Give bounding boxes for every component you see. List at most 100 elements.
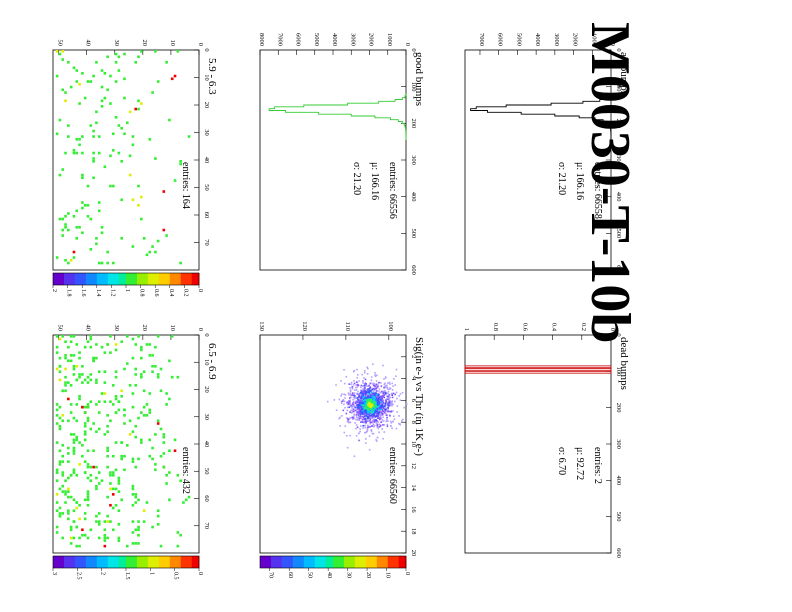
colorbar-swatch [169,556,174,568]
map-cell [89,337,93,341]
density-cell [364,416,366,419]
colorbar-swatch [82,556,87,568]
density-cell [380,408,382,411]
map-cell [55,531,59,534]
map-cell [114,375,118,379]
map-cell [95,121,98,125]
density-cell [375,388,377,391]
density-cell [364,402,366,405]
map-cell [61,512,65,515]
density-cell [388,381,391,384]
map-cell [117,408,121,412]
map-cell [179,261,182,265]
map-cell [83,411,87,414]
density-cell [362,403,365,405]
x-tick-label: 10 [203,359,210,366]
map-cell [72,438,76,442]
map-cell [61,389,65,393]
map-cell [106,414,109,417]
density-cell [391,427,393,429]
map-cell [151,370,154,374]
map-cell [86,403,90,406]
density-cell [343,403,345,406]
chart-title: dead bumps [618,337,630,390]
density-cell [382,399,385,401]
colorbar-swatch [303,556,308,568]
map-cell [117,479,121,483]
density-cell [372,384,375,387]
map-cell [176,544,180,548]
density-cell [390,404,392,407]
map-cell [58,370,62,374]
map-cell [55,367,59,371]
density-cell [367,391,370,394]
map-cell [92,151,95,155]
colorbar-tick-label: 1.2 [109,289,115,297]
density-cell [371,420,374,423]
colorbar-swatch [129,273,134,285]
x-tick-label: 10 [410,441,417,448]
density-cell [353,400,355,403]
density-cell [368,399,371,402]
map-cell [137,335,140,338]
density-cell [357,401,360,403]
density-cell [367,419,369,422]
density-cell [389,410,391,413]
density-cell [368,408,370,411]
map-cell [64,356,67,360]
density-cell [367,388,369,391]
density-cell [378,417,381,420]
density-cell [375,402,377,405]
page-title: M0030-T-10b [579,22,641,344]
density-cell [398,415,400,417]
map-cell [86,463,90,466]
map-cell [72,536,76,540]
x-tick-label: 0 [615,333,622,336]
density-cell [373,388,376,390]
map-cell [117,482,121,485]
map-cell [142,370,146,374]
map-cell [69,536,73,540]
map-cell [120,198,123,202]
density-cell [371,388,374,391]
map-cell [120,498,123,502]
map-cell [109,419,112,423]
map-cell [120,454,123,458]
density-cell [362,413,365,416]
colorbar-swatch [322,556,327,568]
density-cell [364,392,366,395]
colorbar-swatch [347,556,352,568]
map-cell [106,454,109,458]
map-cell [78,375,81,379]
x-tick-label: 300 [615,155,622,165]
y-tick-label: 30 [113,325,120,332]
density-cell [372,412,375,414]
map-cell [109,520,112,523]
density-cell [366,366,369,369]
density-cell [354,406,356,409]
map-cell [103,539,107,542]
density-cell [340,400,343,403]
density-cell [387,404,390,406]
map-cell [100,69,104,72]
map-cell [97,520,101,523]
density-cell [356,418,359,421]
colorbar-swatch [162,273,167,285]
x-tick-label: 12 [410,463,417,470]
map-cell [81,176,84,180]
map-cell [168,449,171,453]
map-cell [168,359,171,363]
map-cell [109,503,112,507]
colorbar-swatch [263,556,268,568]
density-cell [391,404,393,407]
density-cell [349,421,352,424]
colorbar-tick-label: 40 [326,572,332,578]
hist-bin [464,365,612,369]
map-cell [134,501,138,504]
colorbar-swatch [151,556,156,568]
density-cell [362,402,364,404]
map-cell [140,356,143,360]
colorbar-tick-label: 1.5 [124,572,130,580]
plot-frame [259,49,407,271]
